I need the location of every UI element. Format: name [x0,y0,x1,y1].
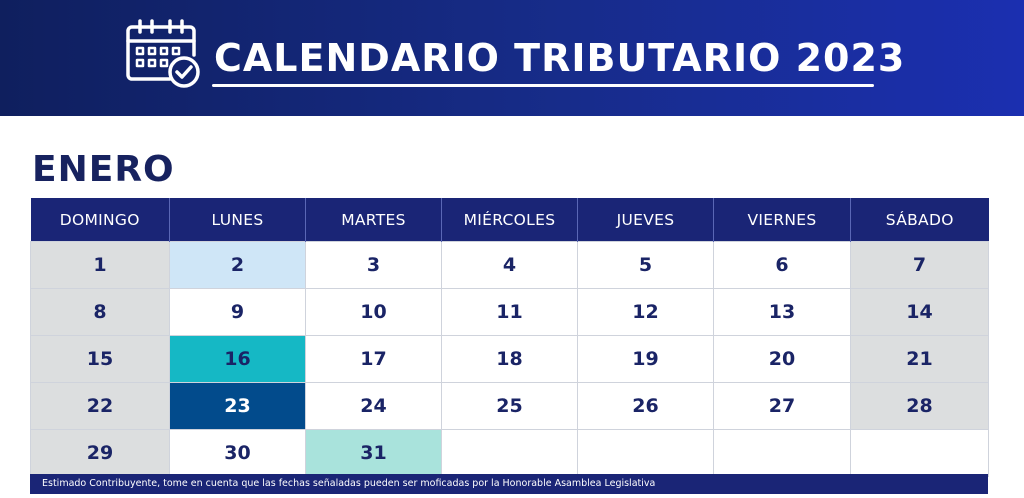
day-cell-highlighted: 23 [169,382,306,430]
day-cell: 18 [441,335,578,383]
day-cell: 7 [850,241,989,289]
calendar-check-icon [126,19,200,88]
day-cell: 27 [713,382,851,430]
weekday-monday: LUNES [169,198,306,242]
day-cell: 5 [577,241,714,289]
day-cell: 12 [577,288,714,336]
day-cell: 10 [305,288,442,336]
calendar-grid: DOMINGO LUNES MARTES MIÉRCOLES JUEVES VI… [30,198,989,477]
week-row: 15 16 17 18 19 20 21 [30,335,989,383]
day-cell: 20 [713,335,851,383]
day-cell-highlighted: 16 [169,335,306,383]
day-cell: 11 [441,288,578,336]
day-cell-highlighted: 2 [169,241,306,289]
week-row: 29 30 31 [30,429,989,477]
day-cell: 14 [850,288,989,336]
day-cell-empty [577,429,714,477]
day-cell: 15 [30,335,170,383]
day-cell: 25 [441,382,578,430]
page-title: CALENDARIO TRIBUTARIO 2023 [214,36,906,80]
day-cell: 4 [441,241,578,289]
day-cell: 13 [713,288,851,336]
title-underline [212,84,874,87]
day-cell: 28 [850,382,989,430]
day-cell-empty [441,429,578,477]
weekday-saturday: SÁBADO [850,198,989,242]
weekday-wednesday: MIÉRCOLES [441,198,578,242]
day-cell: 8 [30,288,170,336]
day-cell: 19 [577,335,714,383]
week-row: 8 9 10 11 12 13 14 [30,288,989,336]
day-cell: 6 [713,241,851,289]
day-cell: 21 [850,335,989,383]
day-cell: 17 [305,335,442,383]
day-cell: 29 [30,429,170,477]
day-cell: 3 [305,241,442,289]
week-row: 22 23 24 25 26 27 28 [30,382,989,430]
header-banner: CALENDARIO TRIBUTARIO 2023 [0,0,1024,116]
calendar-body: 1 2 3 4 5 6 7 8 9 10 11 12 13 14 15 16 17 18 19 20 21 22 23 24 2… [30,241,989,477]
day-cell: 1 [30,241,170,289]
footer-note: Estimado Contribuyente, tome en cuenta q… [42,478,656,489]
month-title: ENERO [32,149,175,190]
day-cell: 30 [169,429,306,477]
weekday-sunday: DOMINGO [30,198,170,242]
day-cell: 26 [577,382,714,430]
day-cell-empty [850,429,989,477]
day-cell-empty [713,429,851,477]
day-cell: 9 [169,288,306,336]
footer-note-bar: Estimado Contribuyente, tome en cuenta q… [30,474,988,494]
weekday-thursday: JUEVES [577,198,714,242]
day-cell-highlighted: 31 [305,429,442,477]
weekday-friday: VIERNES [713,198,851,242]
weekday-tuesday: MARTES [305,198,442,242]
weekday-header-row: DOMINGO LUNES MARTES MIÉRCOLES JUEVES VI… [30,198,989,242]
day-cell: 24 [305,382,442,430]
day-cell: 22 [30,382,170,430]
